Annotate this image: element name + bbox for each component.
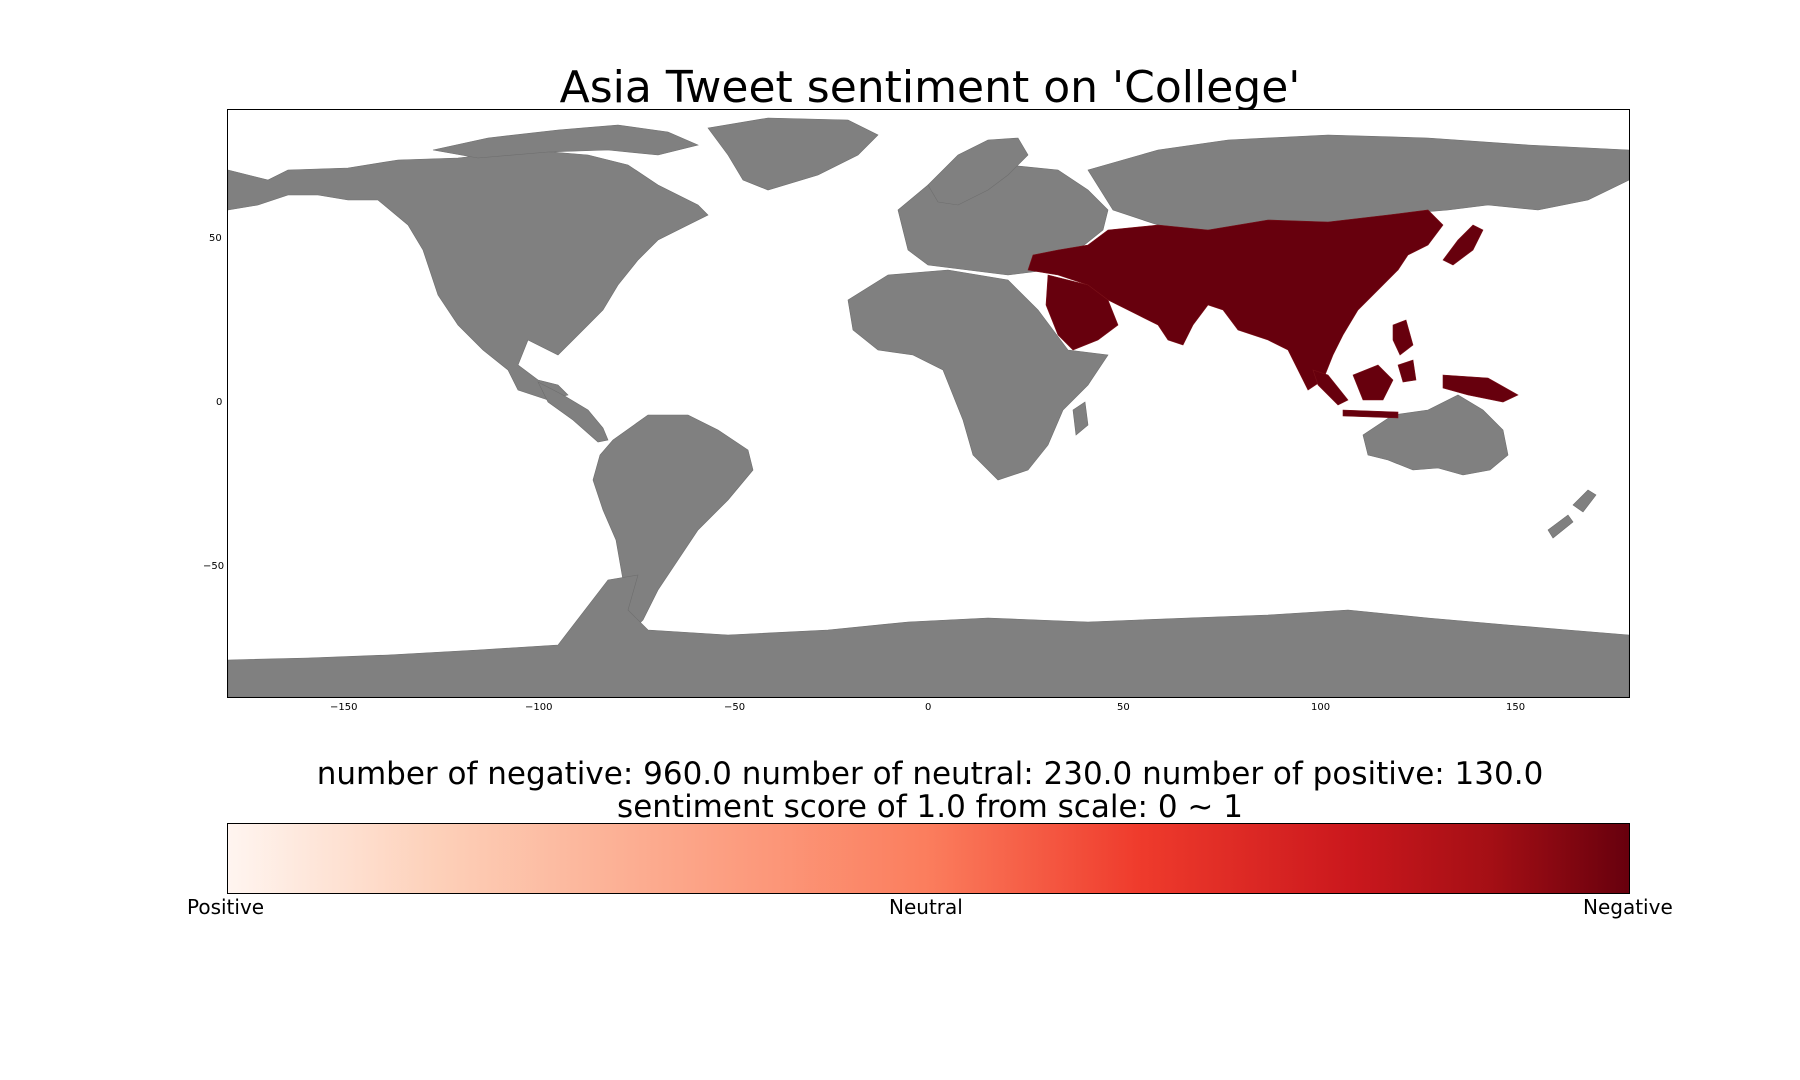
australia bbox=[1362, 394, 1509, 476]
sulawesi bbox=[1397, 359, 1417, 383]
y-tick-label: 50 bbox=[209, 233, 222, 244]
asia-mainland bbox=[1027, 209, 1444, 391]
land-masses bbox=[228, 117, 1629, 697]
new-guinea bbox=[1442, 374, 1519, 403]
madagascar bbox=[1072, 401, 1089, 436]
central-america bbox=[537, 381, 609, 443]
colorbar-label-negative: Negative bbox=[1583, 895, 1673, 919]
japan bbox=[1442, 224, 1484, 266]
x-tick-label: −100 bbox=[525, 702, 553, 713]
sentiment-score: sentiment score of 1.0 from scale: 0 ~ 1 bbox=[617, 789, 1243, 825]
borneo bbox=[1352, 364, 1394, 401]
map-title: Asia Tweet sentiment on 'College' bbox=[559, 62, 1301, 113]
x-tick-label: 50 bbox=[1117, 702, 1130, 713]
x-tick-label: 150 bbox=[1506, 702, 1526, 713]
greenland bbox=[707, 117, 879, 191]
colorbar-label-neutral: Neutral bbox=[889, 895, 963, 919]
y-tick-label: −50 bbox=[203, 561, 225, 572]
y-tick-label: 0 bbox=[216, 397, 223, 408]
scandinavia bbox=[927, 137, 1029, 206]
sentiment-colorbar bbox=[227, 823, 1630, 894]
colorbar-label-positive: Positive bbox=[187, 895, 265, 919]
antarctica bbox=[228, 574, 1629, 697]
world-map bbox=[227, 109, 1630, 698]
philippines bbox=[1392, 319, 1414, 356]
map-svg bbox=[228, 117, 1629, 697]
new-zealand-south bbox=[1547, 514, 1574, 539]
x-tick-label: −150 bbox=[330, 702, 358, 713]
africa bbox=[847, 269, 1109, 481]
x-tick-label: −50 bbox=[724, 702, 746, 713]
new-zealand bbox=[1572, 489, 1597, 513]
asia-highlight bbox=[1027, 209, 1519, 419]
x-tick-label: 100 bbox=[1311, 702, 1331, 713]
arctic-islands bbox=[432, 124, 699, 159]
arabian-peninsula bbox=[1045, 274, 1119, 351]
sentiment-counts: number of negative: 960.0 number of neut… bbox=[316, 756, 1544, 792]
north-america bbox=[228, 149, 709, 401]
x-tick-label: 0 bbox=[925, 702, 932, 713]
java bbox=[1342, 409, 1399, 419]
northern-asia bbox=[1087, 134, 1629, 231]
sumatra bbox=[1312, 369, 1349, 406]
